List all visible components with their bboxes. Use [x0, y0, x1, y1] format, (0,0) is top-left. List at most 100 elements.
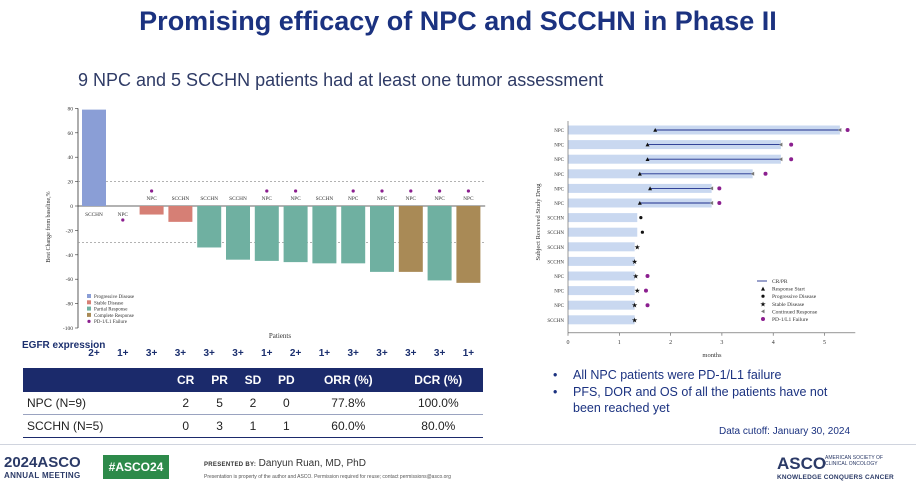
waterfall-bar	[370, 206, 394, 272]
table-cell: 3	[202, 414, 237, 438]
pd1-failure-dot	[645, 303, 650, 308]
response-start-marker	[648, 186, 653, 191]
table-cell: 60.0%	[303, 414, 394, 438]
y-tick-label: 40	[68, 155, 74, 161]
legend-label: PD-1/L1 Failure	[94, 320, 128, 325]
swimmer-category-label: NPC	[554, 304, 564, 309]
bar-label: NPC	[434, 196, 445, 202]
bar-label: SCCHN	[229, 196, 247, 202]
meeting-logo: 2024ASCO	[4, 455, 81, 470]
finding-item: All NPC patients were PD-1/L1 failure	[553, 367, 843, 383]
stable-disease-marker: ★	[632, 302, 638, 310]
footer-divider	[0, 444, 916, 445]
bar-label: NPC	[377, 196, 388, 202]
egfr-value: 3+	[376, 348, 388, 359]
egfr-value: 3+	[405, 348, 417, 359]
swimmer-category-label: NPC	[554, 173, 564, 178]
swimmer-category-label: SCCHN	[547, 260, 564, 265]
table-cell: 77.8%	[303, 392, 394, 415]
progressive-disease-marker	[640, 230, 644, 234]
legend-label: Complete Response	[94, 314, 135, 319]
swimmer-bar	[568, 183, 712, 193]
egfr-label-text: EGFR expression	[22, 340, 106, 351]
continued-response-marker	[837, 128, 842, 132]
legend-label: Response Start	[772, 287, 805, 293]
pd1-failure-dot	[643, 288, 648, 293]
pd1-failure-dot	[645, 274, 650, 278]
x-tick-label: 2	[669, 340, 672, 346]
swimmer-category-label: NPC	[554, 275, 564, 280]
bar-label: SCCHN	[200, 196, 218, 202]
swimmer-category-label: NPC	[554, 187, 564, 192]
y-tick-label: -60	[66, 277, 74, 283]
y-tick-label: -40	[66, 253, 74, 259]
legend-marker	[761, 309, 765, 314]
swimmer-bar	[568, 242, 635, 252]
legend-marker	[87, 319, 91, 323]
table-cell: 0	[269, 392, 304, 415]
table-header-cell: DCR (%)	[393, 368, 483, 392]
presented-by-label: PRESENTED BY:	[204, 462, 257, 468]
swimmer-bar	[568, 286, 635, 296]
swimmer-bar	[568, 213, 638, 223]
egfr-value: 1+	[318, 348, 331, 359]
waterfall-bar	[254, 206, 279, 261]
continued-response-marker	[778, 157, 783, 162]
response-start-marker	[645, 157, 650, 161]
legend-marker	[87, 300, 91, 305]
pd1-failure-dot	[789, 157, 794, 162]
waterfall-bar	[283, 206, 308, 263]
legend-label: Continued Response	[772, 309, 818, 315]
y-tick-label: -80	[66, 302, 74, 308]
stable-disease-marker: ★	[632, 316, 638, 324]
waterfall-x-label: Patients	[269, 332, 291, 340]
response-table-header: CR PR SD PD ORR (%) DCR (%)	[23, 368, 483, 392]
legend-label: Stable Disease	[772, 302, 805, 308]
legend-marker	[761, 317, 765, 321]
bar-label: NPC	[463, 196, 474, 202]
y-tick-label: 80	[68, 106, 74, 112]
swimmer-category-label: NPC	[554, 202, 564, 207]
table-row: SCCHN (N=5) 0 3 1 1 60.0% 80.0%	[23, 414, 483, 438]
table-header-cell: CR	[168, 368, 203, 392]
table-cell: 5	[202, 392, 237, 415]
bar-label: NPC	[406, 196, 417, 202]
y-tick-label: 60	[68, 131, 74, 137]
swimmer-category-label: NPC	[554, 158, 564, 163]
asco-society-name: AMERICAN SOCIETY OF CLINICAL ONCOLOGY	[825, 455, 883, 467]
stable-disease-marker: ★	[633, 273, 639, 281]
y-tick-label: 20	[68, 180, 74, 186]
swimmer-category-label: SCCHN	[547, 231, 564, 236]
egfr-value: 1+	[462, 348, 475, 359]
waterfall-bar	[398, 206, 423, 272]
bar-label: NPC	[262, 196, 273, 202]
meeting-asco: ASCO	[37, 454, 81, 471]
table-cell: 1	[269, 414, 304, 438]
egfr-value: 3+	[232, 348, 244, 359]
table-cell: SCCHN (N=5)	[23, 414, 169, 438]
pd1-failure-dot	[845, 128, 850, 132]
pd1-failure-dot	[294, 189, 298, 193]
pd1-failure-dot	[265, 189, 269, 193]
legend-marker: ★	[760, 300, 766, 308]
bar-label: SCCHN	[316, 196, 334, 202]
swimmer-chart: ★ ★ ★ ★ ★ ★ 0 1 2 3 4 5 NPC NPC NPC NPC NPC NPC SCCHN SCC…	[535, 121, 856, 359]
swimmer-bar	[568, 315, 635, 325]
slide-title: Promising efficacy of NPC and SCCHN in P…	[139, 6, 777, 36]
waterfall-chart: 80 60 40 20 0 -20 -40 -60 -80 -100 SCCHN NPC NPC SCC…	[45, 106, 486, 340]
swimmer-bar	[568, 300, 635, 310]
pd1-failure-dot	[438, 189, 442, 193]
waterfall-bar	[341, 206, 366, 264]
legend-label: Progressive Disease	[772, 294, 817, 300]
egfr-label: EGFR expression	[22, 339, 105, 352]
bar-label: NPC	[146, 196, 157, 202]
waterfall-bar	[312, 206, 337, 264]
swimmer-category-label: SCCHN	[547, 319, 564, 324]
stable-disease-marker: ★	[634, 243, 640, 251]
pd1-failure-dot	[150, 189, 154, 193]
table-row: NPC (N=9) 2 5 2 0 77.8% 100.0%	[23, 392, 483, 415]
pd1-failure-dot	[380, 189, 384, 193]
pd1-failure-dot	[121, 218, 125, 222]
x-tick-label: 0	[567, 340, 570, 346]
table-cell: NPC (N=9)	[23, 392, 169, 415]
